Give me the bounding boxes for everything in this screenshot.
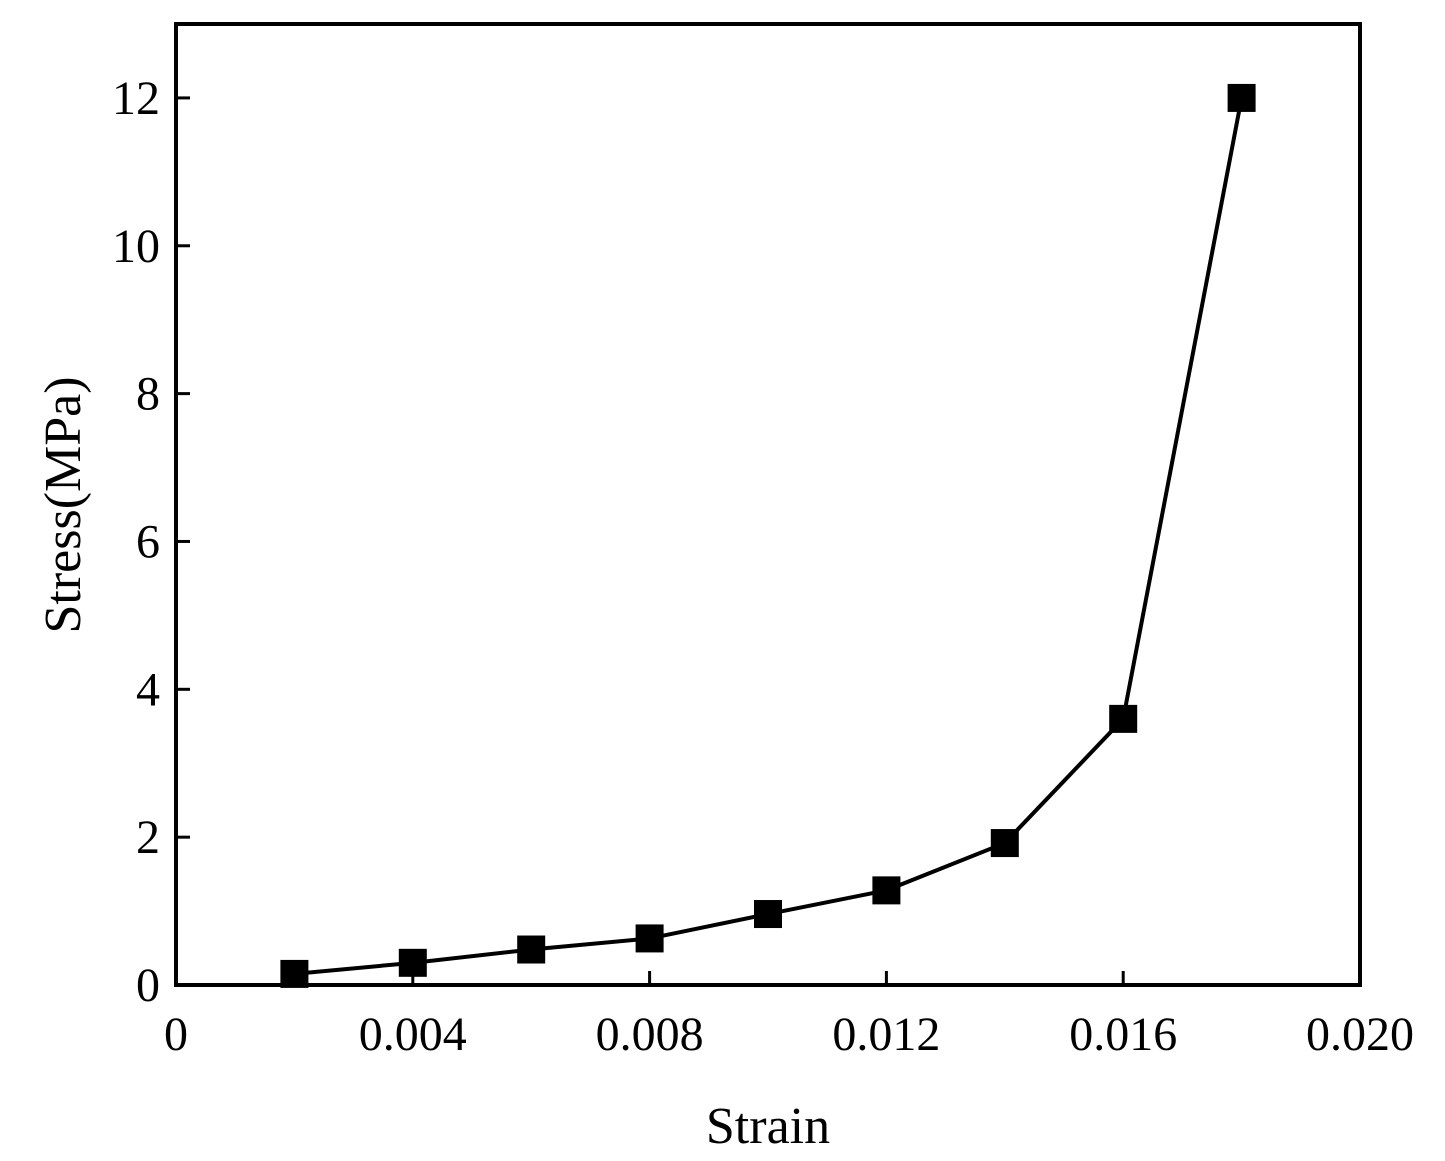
- y-tick-label: 2: [136, 811, 160, 864]
- x-tick-label: 0.016: [1069, 1008, 1177, 1061]
- x-tick-label: 0.008: [596, 1008, 704, 1061]
- data-point: [1109, 704, 1138, 733]
- y-tick-label: 0: [136, 959, 160, 1012]
- axis-ticks: [174, 96, 1362, 987]
- x-tick-label: 0: [164, 1008, 188, 1061]
- y-tick-label: 10: [112, 220, 160, 273]
- data-point: [990, 829, 1019, 858]
- series-line: [294, 97, 1244, 976]
- y-tick-label: 4: [136, 663, 160, 716]
- data-point: [754, 900, 782, 929]
- data-point: [872, 876, 901, 905]
- y-tick-label: 12: [112, 72, 160, 125]
- y-axis-title: Stress(MPa): [35, 376, 92, 633]
- data-point: [398, 948, 427, 977]
- plot-frame: [174, 22, 1362, 987]
- data-point: [280, 959, 309, 988]
- y-tick-label: 8: [136, 368, 160, 421]
- x-axis-title: Strain: [706, 1098, 830, 1155]
- data-point: [1227, 83, 1256, 112]
- x-tick-label: 0.012: [832, 1008, 940, 1061]
- data-point: [635, 924, 664, 953]
- x-tick-label: 0.004: [359, 1008, 467, 1061]
- tick-labels: 0 0.004 0.008 0.012 0.016 0.020 0 2 4 6 8 10 12: [112, 72, 1414, 1061]
- x-tick-label: 0.020: [1306, 1008, 1414, 1061]
- data-point: [517, 935, 546, 964]
- data-series: [280, 83, 1256, 988]
- y-tick-label: 6: [136, 515, 160, 568]
